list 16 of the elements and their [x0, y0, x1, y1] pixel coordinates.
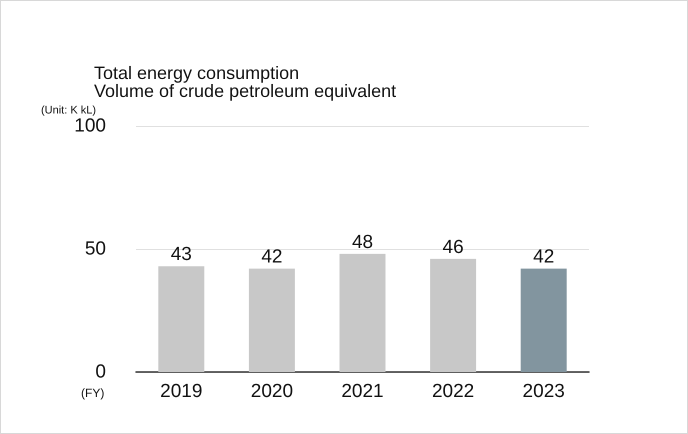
x-tick-label: 2023 [522, 381, 565, 402]
data-label: 42 [261, 246, 282, 268]
x-tick-label: 2019 [160, 381, 202, 402]
data-label: 43 [170, 244, 192, 266]
x-axis-title: (FY) [81, 386, 104, 400]
chart-title: Total energy consumption [94, 63, 300, 83]
data-label: 46 [442, 236, 464, 258]
data-label: 42 [533, 246, 554, 268]
x-tick-label: 2020 [250, 381, 294, 402]
x-tick-label: 2022 [432, 381, 474, 402]
y-tick-label: 100 [74, 116, 106, 136]
data-label: 48 [352, 232, 374, 253]
y-axis-title: (Unit: K kL) [41, 104, 96, 116]
y-tick-label: 50 [84, 238, 106, 260]
y-tick-label: 0 [95, 362, 106, 382]
x-tick-label: 2021 [341, 381, 384, 402]
